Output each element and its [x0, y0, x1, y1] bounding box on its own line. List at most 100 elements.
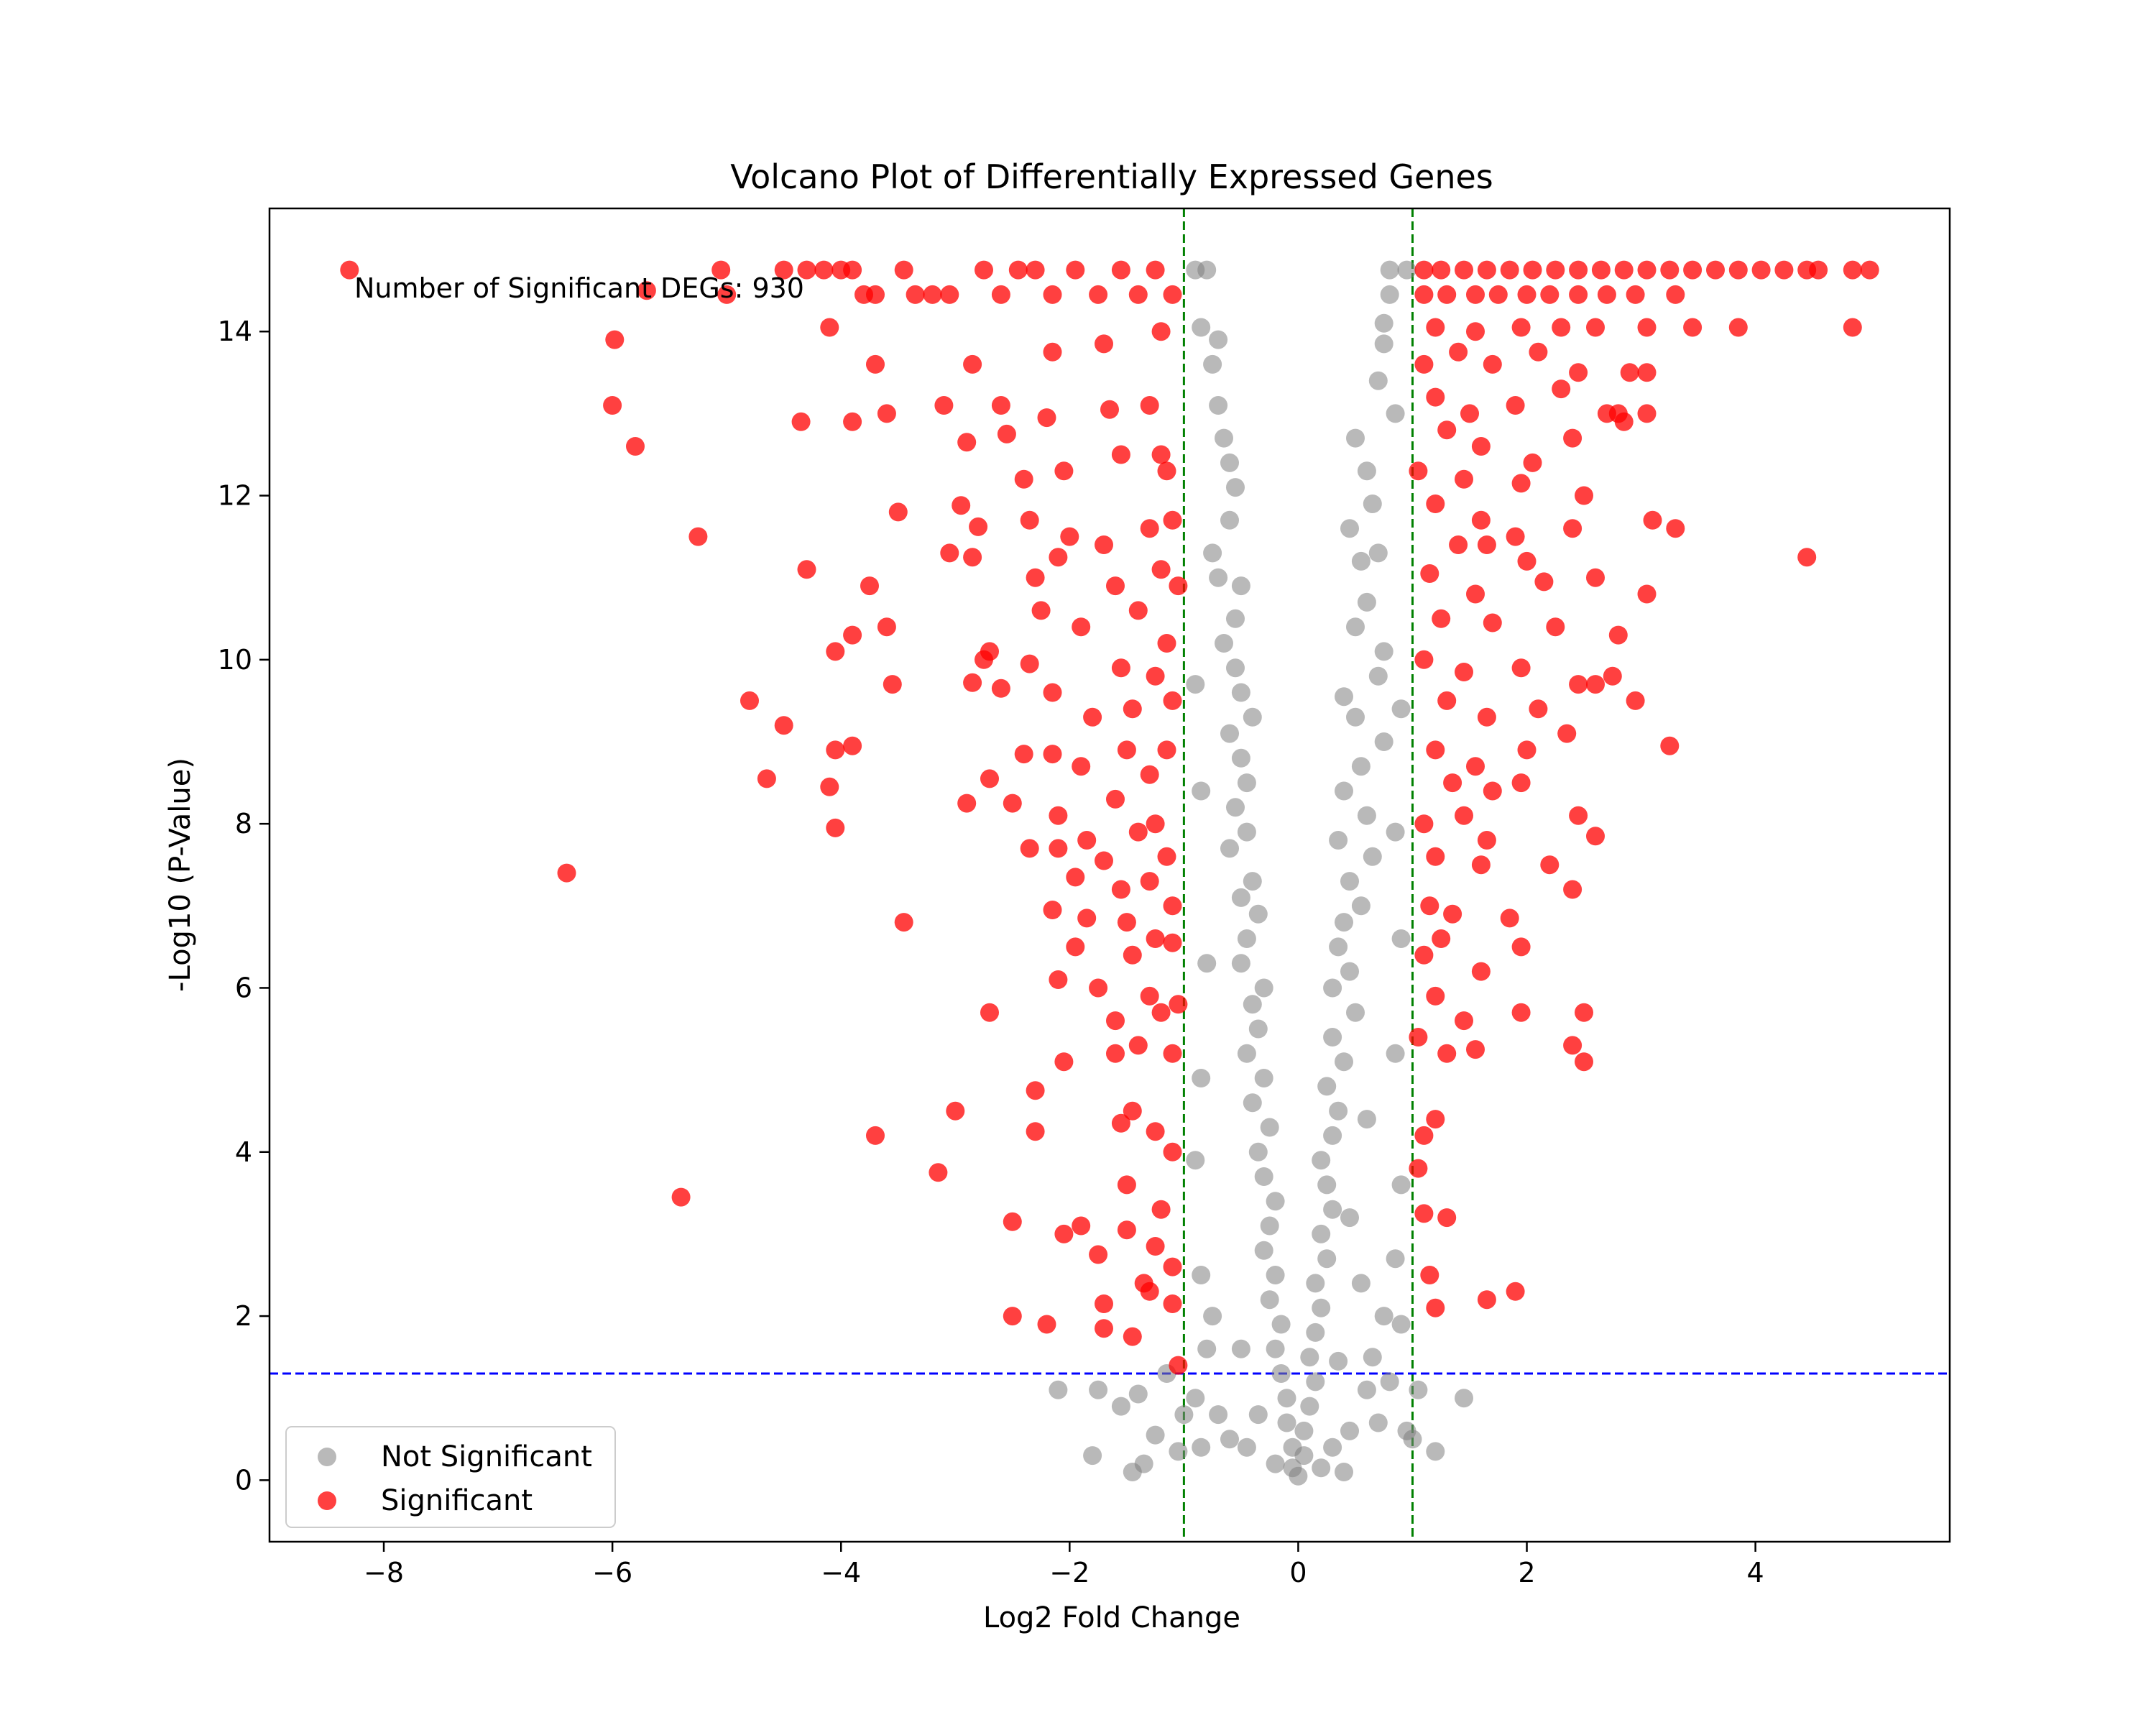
point-significant [1111, 1113, 1130, 1133]
point-significant [1163, 896, 1182, 916]
point-significant [1557, 724, 1577, 743]
point-significant [1666, 519, 1685, 538]
point-significant [1426, 740, 1445, 760]
point-significant [814, 260, 834, 280]
point-not-significant [1357, 806, 1376, 825]
point-significant [1626, 285, 1645, 304]
x-axis: −8 −6 −4 −2 0 2 4 [364, 1542, 1764, 1588]
point-not-significant [1294, 1421, 1314, 1440]
y-tick-label: 0 [235, 1464, 252, 1496]
point-significant [1077, 908, 1097, 928]
point-not-significant [1391, 929, 1411, 948]
point-not-significant [1346, 1003, 1365, 1022]
point-significant [883, 675, 902, 694]
point-not-significant [1397, 260, 1416, 280]
point-not-significant [1209, 330, 1228, 349]
legend-label-significant: Significant [381, 1484, 533, 1517]
point-not-significant [1323, 1028, 1342, 1046]
point-significant [1608, 625, 1628, 645]
point-significant [934, 396, 954, 415]
point-not-significant [1174, 1405, 1194, 1425]
point-not-significant [1192, 318, 1211, 337]
point-significant [969, 517, 988, 536]
point-significant [1031, 601, 1051, 620]
point-significant [1511, 773, 1531, 793]
point-significant [1437, 285, 1457, 304]
point-not-significant [1317, 1249, 1337, 1269]
point-not-significant [1368, 666, 1388, 686]
point-significant [1140, 396, 1159, 415]
point-significant [1534, 572, 1554, 592]
point-significant [1140, 872, 1159, 891]
point-significant [1683, 260, 1703, 280]
point-significant [1060, 527, 1079, 546]
point-not-significant [1300, 1348, 1319, 1367]
point-significant [774, 716, 793, 735]
point-not-significant [1231, 576, 1250, 596]
point-significant [1540, 855, 1560, 875]
point-not-significant [1340, 1208, 1359, 1228]
point-significant [1026, 260, 1045, 280]
point-significant [1500, 260, 1519, 280]
point-significant [1414, 1126, 1434, 1145]
point-not-significant [1391, 1315, 1411, 1334]
point-significant [1751, 260, 1771, 280]
point-significant [1123, 699, 1142, 719]
point-significant [1049, 806, 1068, 825]
point-significant [877, 404, 896, 423]
point-significant [957, 794, 977, 813]
point-significant [940, 285, 959, 304]
point-significant [1157, 847, 1176, 866]
point-not-significant [1306, 1274, 1325, 1293]
point-significant [963, 354, 982, 374]
point-not-significant [1340, 1421, 1359, 1440]
point-significant [877, 617, 896, 637]
point-significant [843, 736, 862, 755]
y-tick-label: 10 [218, 644, 252, 676]
point-significant [1728, 318, 1748, 337]
point-not-significant [1329, 831, 1348, 850]
point-significant [1449, 342, 1468, 362]
point-significant [1163, 691, 1182, 710]
point-not-significant [1306, 1322, 1325, 1342]
point-significant [1095, 1319, 1113, 1338]
point-not-significant [1386, 404, 1405, 423]
point-significant [1552, 318, 1571, 337]
point-significant [1614, 412, 1634, 431]
point-significant [1163, 933, 1182, 952]
point-significant [1426, 1110, 1445, 1129]
point-significant [1637, 363, 1657, 382]
point-significant [957, 433, 977, 452]
x-tick-label: −6 [592, 1557, 632, 1588]
series-significant [340, 260, 1879, 1375]
point-significant [1511, 474, 1531, 493]
y-tick-label: 8 [235, 808, 252, 840]
point-significant [1123, 1327, 1142, 1346]
point-significant [1488, 285, 1508, 304]
point-not-significant [1231, 888, 1250, 907]
point-significant [1123, 1101, 1142, 1121]
point-not-significant [1277, 1413, 1296, 1432]
point-significant [826, 642, 845, 661]
point-significant [1569, 675, 1588, 694]
point-not-significant [1220, 453, 1239, 472]
point-not-significant [1380, 260, 1399, 280]
point-significant [820, 777, 839, 796]
point-significant [1466, 584, 1485, 604]
point-significant [1455, 1011, 1473, 1031]
point-significant [1072, 617, 1091, 637]
x-tick-label: −2 [1049, 1557, 1089, 1588]
point-significant [1426, 318, 1445, 337]
point-not-significant [1192, 1438, 1211, 1457]
point-not-significant [1192, 781, 1211, 801]
point-not-significant [1231, 748, 1250, 768]
point-significant [1774, 260, 1794, 280]
point-not-significant [1089, 1380, 1108, 1399]
point-significant [1163, 510, 1182, 530]
point-significant [1014, 469, 1033, 489]
plot-area [270, 208, 1950, 1542]
point-not-significant [1323, 978, 1342, 998]
x-tick-label: −4 [821, 1557, 861, 1588]
point-not-significant [1346, 428, 1365, 448]
point-significant [1483, 354, 1502, 374]
